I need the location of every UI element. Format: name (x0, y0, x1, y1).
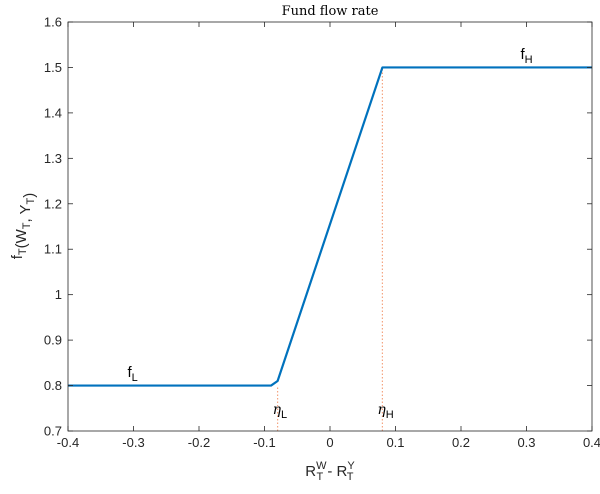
y-tick-label: 0.7 (44, 424, 62, 439)
y-tick-label: 0.8 (44, 378, 62, 393)
x-tick-label: 0.2 (452, 435, 470, 450)
x-tick-label: 0.1 (386, 435, 404, 450)
threshold-label: ηL (273, 402, 288, 421)
y-tick-label: 1.6 (44, 15, 62, 30)
y-tick-label: 1.1 (44, 242, 62, 257)
series-line (68, 66, 592, 387)
y-tick-label: 1.5 (44, 60, 62, 75)
annotations: fL fH ηL ηH (128, 46, 533, 421)
threshold-label: ηH (377, 402, 393, 421)
x-tick-label: 0 (326, 435, 333, 450)
level-label: fH (521, 46, 533, 66)
x-axis-label: RW T - RY T (305, 460, 355, 483)
chart-title: Fund flow rate (282, 4, 379, 19)
y-tick-label: 1.4 (44, 105, 62, 120)
y-tick-label: 1.3 (44, 151, 62, 166)
y-tick-label: 1 (55, 287, 62, 302)
y-tick-label: 1.2 (44, 196, 62, 211)
x-tick-label: -0.1 (253, 435, 275, 450)
y-axis-label: fT(WT, YT) (9, 193, 38, 260)
level-label: fL (128, 364, 138, 384)
y-tick-label: 0.9 (44, 333, 62, 348)
x-tick-label: -0.2 (188, 435, 210, 450)
x-tick-label: -0.3 (122, 435, 144, 450)
guide-lines (277, 67, 383, 431)
x-tick-label: 0.3 (517, 435, 535, 450)
x-ticks: -0.4 -0.3 -0.2 -0.1 0 0.1 0.2 0.3 0.4 (57, 22, 600, 450)
y-ticks: 0.7 0.8 0.9 1 1.1 1.2 1.3 1.4 1.5 1.6 (44, 15, 592, 439)
x-tick-label: -0.4 (57, 435, 79, 450)
series-group (68, 66, 592, 387)
x-tick-label: 0.4 (583, 435, 600, 450)
